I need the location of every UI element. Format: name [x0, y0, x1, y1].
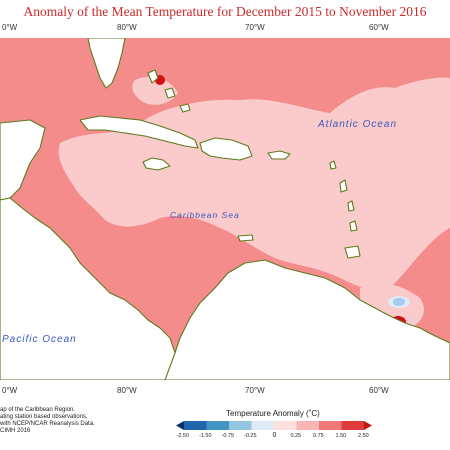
- land-bahamas-1: [147, 69, 159, 84]
- land-lesser-antilles-3: [347, 200, 355, 212]
- label-caribbean-sea: Caribbean Sea: [170, 210, 240, 220]
- lon-label-top-60: 60°W: [369, 23, 389, 32]
- land-south-america: [164, 259, 450, 381]
- credits-line-2: ating station based observations,: [0, 414, 88, 420]
- anomaly-zone-light-north: [132, 76, 178, 105]
- legend-tick-7: 1.50: [335, 433, 347, 439]
- lon-label-bottom-70: 70°W: [245, 386, 265, 395]
- land-trinidad: [344, 245, 361, 259]
- lon-label-bottom-0: 0°W: [2, 386, 18, 395]
- legend-swatch-1: [184, 421, 207, 430]
- label-atlantic-ocean: Atlantic Ocean: [317, 119, 397, 130]
- label-pacific-ocean: Pacific Ocean: [2, 334, 77, 345]
- lon-label-bottom-80: 80°W: [117, 386, 137, 395]
- legend-tick-labels: -2.50 -1.50 -0.75 -0.25 0 0.25 0.75 1.50 2.50: [170, 432, 380, 443]
- legend-tick-6: 0.75: [313, 433, 324, 439]
- map-title: Anomaly of the Mean Temperature for Dece…: [23, 4, 427, 19]
- land-abc-islands: [237, 234, 254, 242]
- legend-swatch-3: [229, 421, 252, 430]
- legend-swatch-0: [176, 421, 184, 430]
- land-lesser-antilles-1: [329, 160, 337, 170]
- land-bahamas-2: [164, 87, 176, 99]
- anomaly-cool-core: [393, 298, 405, 306]
- legend-colorbar: [176, 421, 372, 430]
- legend-swatch-6: [296, 421, 320, 430]
- legend-title: Temperature Anomaly (˚C): [226, 409, 320, 418]
- land-cuba: [79, 115, 199, 149]
- credits-text: ap of the Caribbean Region. ating statio…: [0, 407, 95, 435]
- legend-tick-1: -1.50: [199, 433, 212, 439]
- land-bahamas-3: [179, 103, 191, 113]
- legend-tick-8: 2.50: [358, 433, 369, 439]
- legend-swatch-4: [251, 421, 275, 430]
- land-hispaniola: [199, 137, 253, 161]
- legend-tick-0: -2.50: [176, 433, 190, 439]
- land-jamaica: [142, 157, 171, 171]
- land-puerto-rico: [267, 150, 291, 160]
- legend-swatch-9: [364, 421, 372, 430]
- credits-line-3: with NCEP/NCAR Reanalysis Data.: [0, 421, 95, 427]
- legend-swatch-5: [274, 421, 297, 430]
- credits-line-4: CIMH 2016: [0, 428, 31, 434]
- lon-label-top-70: 70°W: [245, 23, 265, 32]
- legend-tick-2: -0.75: [221, 433, 235, 439]
- credits-line-1: ap of the Caribbean Region.: [0, 407, 76, 413]
- land-florida: [87, 37, 126, 89]
- lon-label-top-80: 80°W: [117, 23, 137, 32]
- lon-label-bottom-60: 60°W: [369, 386, 389, 395]
- land-lesser-antilles-4: [349, 220, 358, 232]
- land-lesser-antilles-2: [339, 179, 348, 193]
- legend-swatch-8: [341, 421, 365, 430]
- legend-tick-5: 0.25: [290, 433, 302, 439]
- legend-swatch-7: [319, 421, 342, 430]
- legend-tick-4: 0: [272, 432, 277, 439]
- legend-tick-3: -0.25: [244, 433, 257, 439]
- anomaly-map: Atlantic Ocean Caribbean Sea Pacific Oce…: [0, 37, 450, 381]
- lon-label-top-0: 0°W: [2, 23, 18, 32]
- legend-swatch-2: [206, 421, 230, 430]
